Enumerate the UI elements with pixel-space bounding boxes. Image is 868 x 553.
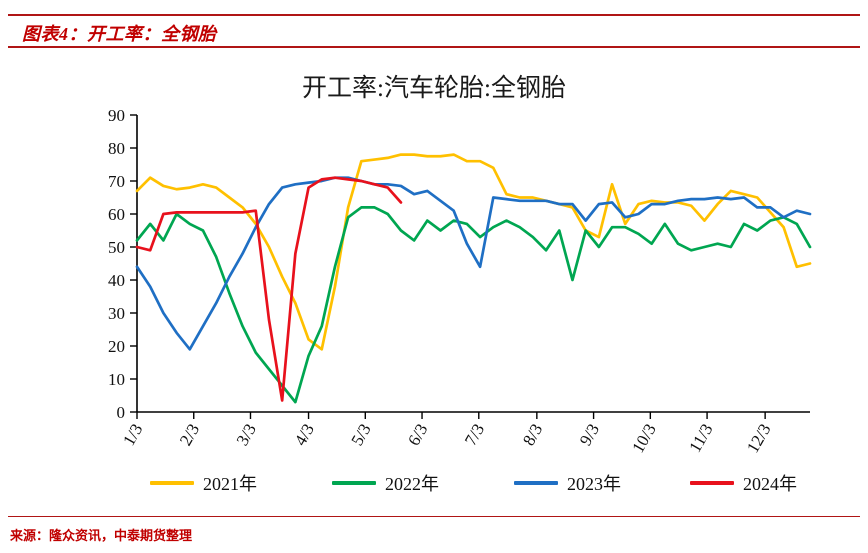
header-band [8,14,860,48]
y-tick-label: 50 [108,238,125,257]
y-tick-label: 30 [108,304,125,323]
source-note: 来源：隆众资讯，中泰期货整理 [10,528,193,543]
legend-item-2024年[interactable]: 2024年 [690,470,797,496]
y-tick-label: 90 [108,106,125,125]
y-tick-label: 60 [108,205,125,224]
y-tick-label: 0 [117,403,126,422]
series-2022年 [135,206,812,404]
x-tick-label: 3/3 [233,421,260,449]
x-tick-label: 2/3 [176,421,203,449]
y-tick-label: 20 [108,337,125,356]
x-tick-label: 4/3 [291,421,318,449]
legend-label: 2022年 [385,474,439,494]
legend-item-2021年[interactable]: 2021年 [150,470,257,496]
y-tick-label: 40 [108,271,125,290]
legend-swatch-icon [690,481,734,485]
y-axis-ticks: 0 10 20 30 40 50 60 70 80 90 [108,106,137,422]
x-tick-label: 12/3 [743,421,775,457]
x-tick-label: 11/3 [685,421,716,456]
x-tick-label: 8/3 [519,421,546,449]
footer-divider [8,516,860,517]
legend-item-2023年[interactable]: 2023年 [514,470,621,496]
y-tick-label: 70 [108,172,125,191]
y-tick-label: 10 [108,370,125,389]
legend-swatch-icon [332,481,376,485]
series-2024年 [135,176,403,402]
legend-swatch-icon [150,481,194,485]
legend-label: 2023年 [567,474,621,494]
y-tick-label: 80 [108,139,125,158]
x-axis-ticks: 1/3 2/3 3/3 4/3 5/3 6/3 7/3 8/3 9/3 10/3 11/3 12/3 [119,412,775,457]
legend-item-2022年[interactable]: 2022年 [332,470,439,496]
chart-title: 开工率:汽车轮胎:全钢胎 [302,75,566,102]
x-tick-label: 9/3 [576,421,603,449]
x-tick-label: 10/3 [628,421,660,457]
x-tick-label: 5/3 [347,421,374,449]
x-tick-label: 7/3 [461,421,488,449]
legend-label: 2021年 [203,474,257,494]
x-tick-label: 1/3 [119,421,146,449]
series-lines [135,153,812,404]
series-2023年 [135,176,812,351]
figure-caption: 图表4：开工率：全钢胎 [22,24,217,44]
series-2021年 [135,153,812,351]
legend-swatch-icon [514,481,558,485]
x-tick-label: 6/3 [404,421,431,449]
chart-legend: 2021年 2022年 2023年 2024年 [150,470,810,496]
legend-label: 2024年 [743,474,797,494]
